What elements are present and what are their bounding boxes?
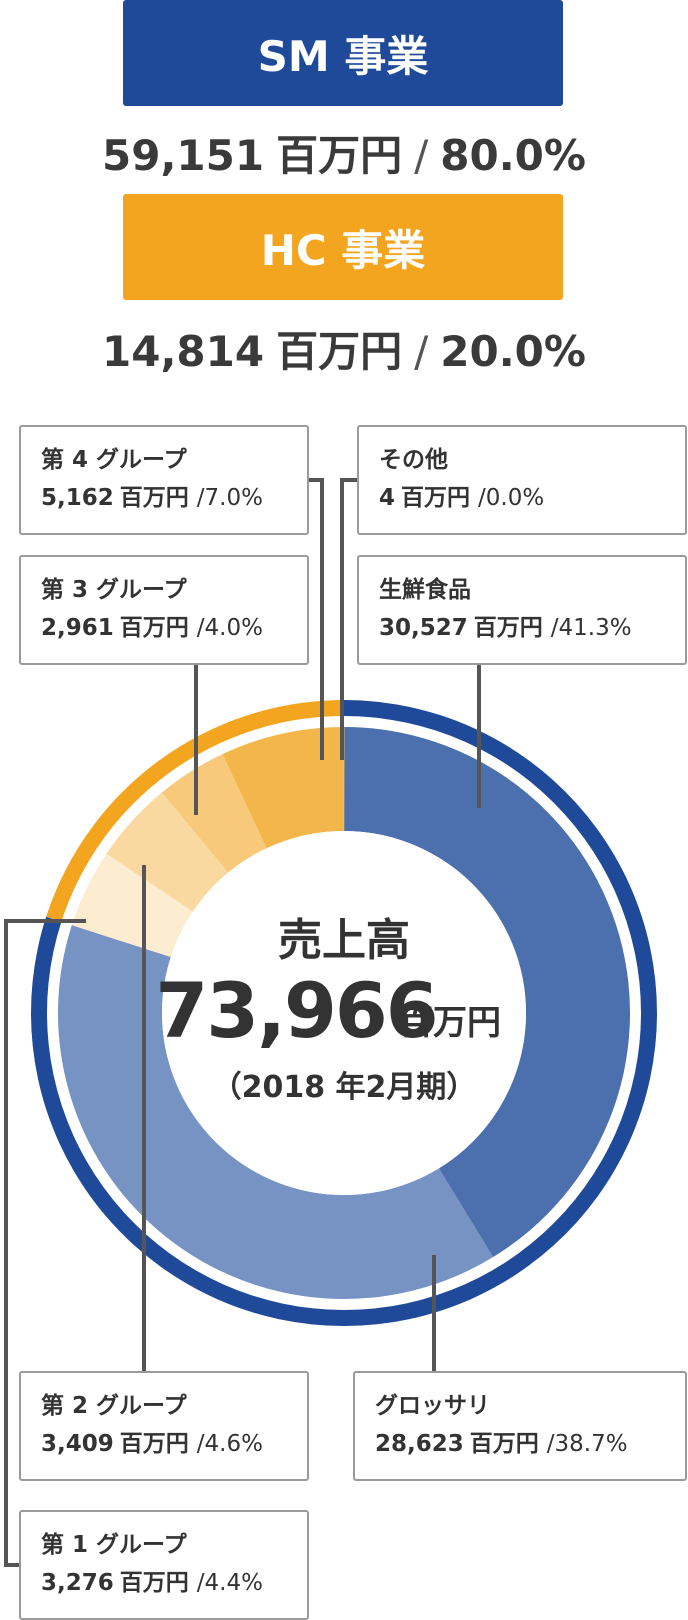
leader-lines — [4, 478, 481, 1567]
sm-segment-percent: 80.0% — [440, 131, 586, 180]
inner-slice-5 — [161, 754, 267, 873]
inner-slice-6 — [222, 727, 344, 849]
sm-segment-title: SM 事業 — [257, 31, 429, 81]
callout-fresh-food: 生鮮食品 30,527 百万円/41.3% — [357, 555, 687, 665]
callout-percent: /4.6% — [196, 1431, 263, 1457]
callout-label: 第 3 グループ — [41, 577, 187, 603]
callout-label: 第 4 グループ — [41, 447, 187, 473]
center-unit: 百万円 — [399, 1003, 501, 1043]
inner-slice-4 — [106, 792, 229, 912]
callout-value: 3,276 — [41, 1570, 114, 1596]
sm-segment-header: SM 事業 — [123, 0, 563, 106]
inner-slice-3 — [71, 853, 193, 958]
inner-slice-2 — [57, 925, 494, 1299]
separator-slash: / — [414, 327, 429, 376]
callout-value: 5,162 — [41, 485, 114, 511]
callout-unit: 百万円 — [401, 485, 471, 511]
hc-segment-amount: 14,814 — [102, 327, 265, 376]
callout-percent: /4.0% — [196, 615, 263, 641]
callout-unit: 百万円 — [473, 615, 543, 641]
callout-percent: /7.0% — [196, 485, 263, 511]
callout-value: 4 — [379, 485, 396, 511]
hc-segment-title: HC 事業 — [260, 225, 426, 275]
leader-group-1 — [4, 919, 86, 1567]
callout-label: グロッサリ — [375, 1393, 490, 1419]
separator-slash: / — [414, 131, 429, 180]
hc-segment-percent: 20.0% — [440, 327, 586, 376]
callout-percent: /0.0% — [478, 485, 545, 511]
callout-label: 生鮮食品 — [379, 577, 471, 603]
callout-other: その他 4 百万円/0.0% — [357, 425, 687, 535]
callout-percent: /4.4% — [196, 1570, 263, 1596]
callout-group-2: 第 2 グループ 3,409 百万円/4.6% — [19, 1371, 309, 1481]
callout-unit: 百万円 — [119, 615, 189, 641]
callout-percent: /38.7% — [546, 1431, 628, 1457]
callout-unit: 百万円 — [119, 1570, 189, 1596]
callout-label: 第 2 グループ — [41, 1393, 187, 1419]
center-period: （2018 年2月期） — [212, 1070, 477, 1105]
callout-label: 第 1 グループ — [41, 1532, 187, 1558]
hc-segment-header: HC 事業 — [123, 194, 563, 300]
leader-group-4 — [309, 478, 324, 760]
callout-label: その他 — [379, 447, 448, 473]
callout-value: 30,527 — [379, 615, 468, 641]
callout-unit: 百万円 — [119, 485, 189, 511]
sm-segment-amount: 59,151 — [102, 131, 265, 180]
callout-group-1: 第 1 グループ 3,276 百万円/4.4% — [19, 1510, 309, 1620]
donut-hole — [162, 831, 526, 1195]
inner-ring — [57, 727, 631, 1299]
hc-segment-value: 14,814 百万円/20.0% — [0, 318, 688, 379]
hc-segment-unit: 百万円 — [276, 327, 403, 376]
callout-grocery: グロッサリ 28,623 百万円/38.7% — [353, 1371, 687, 1481]
inner-slice-7 — [343, 727, 345, 832]
center-total: 73,966 — [155, 966, 436, 1055]
callout-unit: 百万円 — [119, 1431, 189, 1457]
callout-group-4: 第 4 グループ 5,162 百万円/7.0% — [19, 425, 309, 535]
leader-other — [340, 478, 357, 760]
callout-value: 3,409 — [41, 1431, 114, 1457]
callout-percent: /41.3% — [550, 615, 632, 641]
center-label: 売上高 — [278, 915, 410, 966]
callout-unit: 百万円 — [469, 1431, 539, 1457]
callout-group-3: 第 3 グループ 2,961 百万円/4.0% — [19, 555, 309, 665]
callout-value: 28,623 — [375, 1431, 464, 1457]
sm-segment-value: 59,151 百万円/80.0% — [0, 122, 688, 183]
sm-segment-unit: 百万円 — [276, 131, 403, 180]
inner-slice-1 — [344, 727, 631, 1258]
callout-value: 2,961 — [41, 615, 114, 641]
